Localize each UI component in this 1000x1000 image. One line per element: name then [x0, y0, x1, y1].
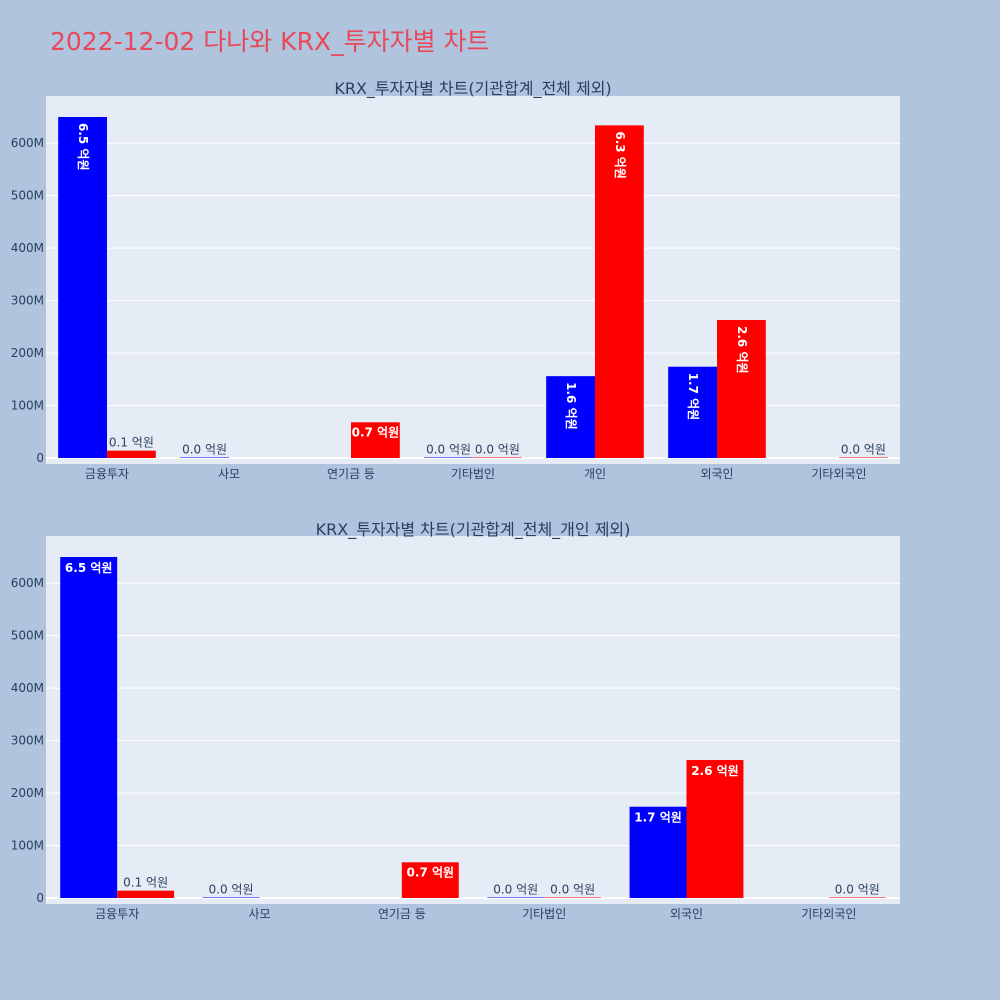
- bar: [117, 890, 175, 898]
- bar: [595, 125, 644, 459]
- data-label: 2.6 억원: [735, 326, 749, 374]
- x-tick-label: 외국인: [700, 467, 733, 481]
- data-label: 0.1 억원: [123, 876, 168, 890]
- bar: [107, 450, 156, 458]
- bar: [401, 862, 459, 898]
- bar: [686, 760, 744, 898]
- x-tick-label: 금융투자: [95, 907, 139, 921]
- y-tick-label: 0: [36, 451, 44, 465]
- bar: [60, 556, 118, 898]
- bar: [544, 897, 602, 898]
- data-label: 0.0 억원: [841, 442, 886, 456]
- data-label: 6.5 억원: [76, 123, 90, 171]
- x-tick-label: 외국인: [670, 907, 703, 921]
- bar: [828, 897, 886, 898]
- y-tick-label: 100M: [11, 399, 44, 413]
- y-tick-label: 500M: [11, 629, 44, 643]
- data-label: 6.3 억원: [613, 131, 627, 179]
- y-tick-label: 300M: [11, 294, 44, 308]
- y-tick-label: 200M: [11, 346, 44, 360]
- data-label: 0.0 억원: [182, 442, 227, 456]
- bar: [58, 116, 107, 458]
- x-tick-label: 기타외국인: [811, 467, 866, 481]
- data-label: 0.1 억원: [109, 436, 154, 450]
- y-tick-label: 600M: [11, 136, 44, 150]
- data-label: 1.7 억원: [634, 811, 682, 825]
- bar: [473, 457, 522, 458]
- y-tick-label: 600M: [11, 576, 44, 590]
- chart-1: 0 100M 200M 300M 400M 500M 600M KRX_투자자별 차트(기관합…: [11, 79, 900, 481]
- bar: [839, 457, 888, 458]
- y-tick-label: 200M: [11, 786, 44, 800]
- x-tick-label: 기타법인: [451, 467, 495, 481]
- data-label: 0.7 억원: [407, 865, 455, 879]
- y-tick-label: 400M: [11, 241, 44, 255]
- bar: [202, 897, 260, 898]
- chart-title: KRX_투자자별 차트(기관합계_전체_개인 제외): [316, 520, 631, 540]
- bar: [487, 897, 545, 898]
- x-tick-label: 연기금 등: [378, 907, 426, 921]
- x-tick-label: 사모: [218, 467, 240, 481]
- x-tick-label: 연기금 등: [327, 467, 375, 481]
- bar: [424, 457, 473, 458]
- page-title: 2022-12-02 다나와 KRX_투자자별 차트: [50, 27, 490, 56]
- bar: [180, 457, 229, 458]
- data-label: 0.7 억원: [352, 425, 400, 439]
- x-tick-label: 기타외국인: [801, 907, 856, 921]
- chart-2: 0 100M 200M 300M 400M 500M 600M KRX_투자자별 차트(기관합…: [11, 520, 900, 921]
- chart-title: KRX_투자자별 차트(기관합계_전체 제외): [334, 79, 611, 99]
- plot-area: [46, 96, 900, 464]
- data-label: 0.0 억원: [550, 882, 595, 896]
- y-tick-label: 100M: [11, 839, 44, 853]
- x-tick-label: 기타법인: [522, 907, 566, 921]
- bar: [351, 422, 400, 458]
- data-label: 2.6 억원: [691, 764, 739, 778]
- data-label: 0.0 억원: [209, 882, 254, 896]
- x-tick-label: 사모: [248, 907, 270, 921]
- bar: [717, 320, 766, 458]
- data-label: 1.6 억원: [564, 382, 578, 430]
- data-label: 0.0 억원: [426, 442, 471, 456]
- data-label: 0.0 억원: [475, 442, 520, 456]
- y-tick-label: 0: [36, 891, 44, 905]
- x-tick-label: 개인: [584, 467, 606, 481]
- bar: [668, 366, 717, 458]
- data-label: 0.0 억원: [493, 882, 538, 896]
- data-label: 6.5 억원: [65, 561, 113, 575]
- data-label: 1.7 억원: [686, 373, 700, 421]
- y-tick-label: 500M: [11, 189, 44, 203]
- y-tick-label: 400M: [11, 681, 44, 695]
- plot-area: [46, 536, 900, 904]
- bar: [546, 376, 595, 458]
- y-tick-label: 300M: [11, 734, 44, 748]
- x-tick-label: 금융투자: [85, 467, 129, 481]
- data-label: 0.0 억원: [835, 882, 880, 896]
- bar: [629, 806, 687, 898]
